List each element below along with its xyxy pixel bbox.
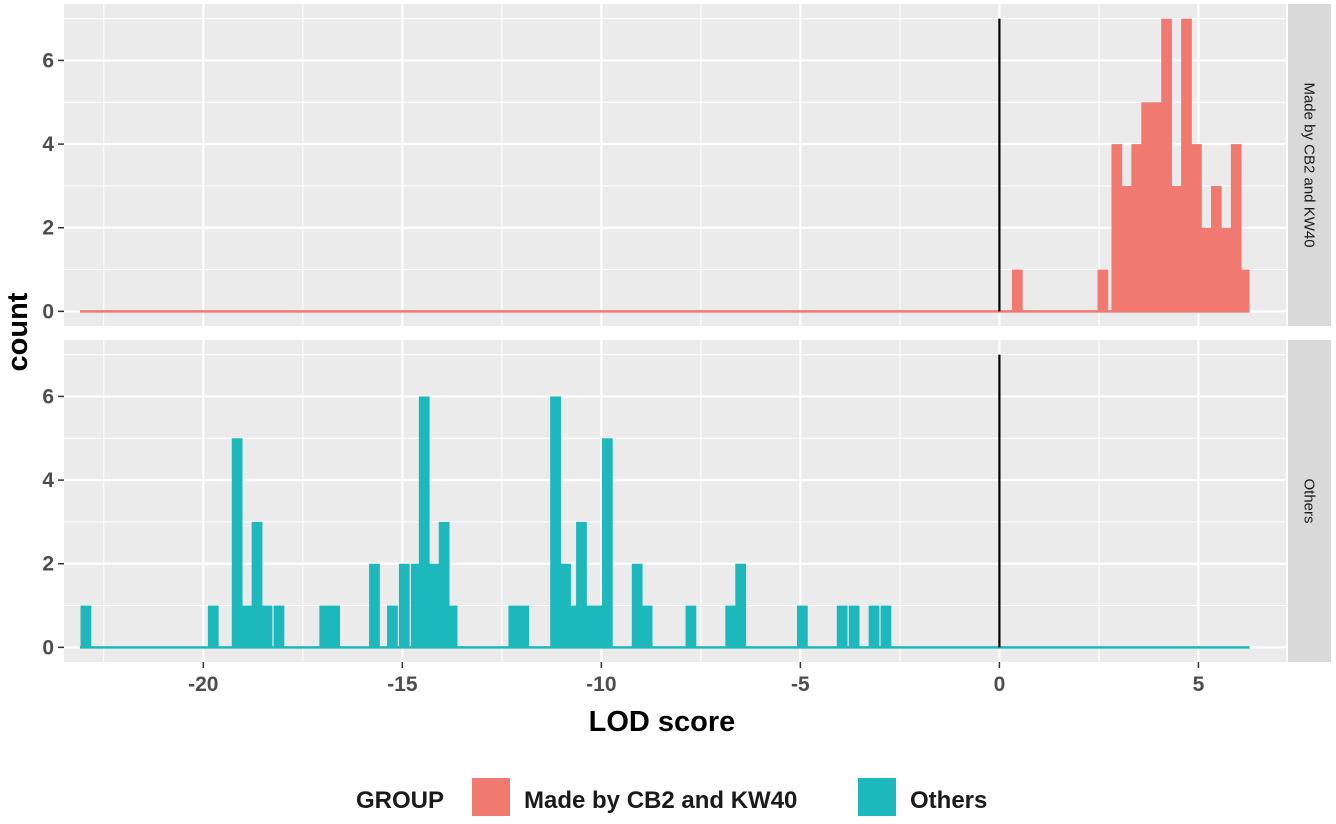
y-tick-label: 4 — [42, 469, 54, 492]
legend: GROUP Made by CB2 and KW40 Others — [356, 778, 987, 816]
panel-background — [64, 4, 1286, 326]
histogram-bar — [518, 605, 530, 648]
y-tick-label: 0 — [42, 636, 54, 659]
facet-panels — [64, 4, 1286, 662]
histogram-bar — [508, 605, 520, 648]
histogram-bar — [797, 605, 808, 648]
histogram-bar — [387, 605, 398, 648]
histogram-bar — [261, 605, 273, 648]
histogram-bar — [1220, 227, 1232, 312]
axes: 0 2 4 6 0 2 4 6 -20 -15 -10 -5 0 5 — [42, 49, 1204, 696]
histogram-bar — [601, 438, 613, 648]
x-tick-label: 5 — [1193, 673, 1205, 696]
facet-strip-label: Made by CB2 and KW40 — [1301, 82, 1318, 247]
histogram-bar — [1181, 18, 1192, 312]
x-tick-label: -20 — [188, 673, 218, 696]
histogram-bar — [725, 605, 737, 648]
histogram-bar — [1161, 18, 1172, 312]
histogram-bar — [1121, 185, 1133, 312]
y-axis-title: count — [2, 292, 34, 371]
histogram-bar — [735, 563, 747, 648]
histogram-bar — [550, 396, 561, 648]
histogram-bar — [641, 605, 653, 648]
legend-title: GROUP — [356, 787, 444, 814]
legend-key-others — [858, 778, 896, 816]
histogram-bar — [369, 563, 380, 648]
histogram-bar — [231, 438, 243, 648]
y-tick-label: 2 — [42, 553, 54, 576]
histogram-bar — [319, 605, 331, 648]
facet-panel-0 — [64, 4, 1286, 326]
histogram-bar — [80, 605, 92, 648]
legend-label-others: Others — [910, 787, 987, 814]
x-tick-label: 0 — [994, 673, 1006, 696]
x-tick-label: -15 — [387, 673, 418, 696]
histogram-bar — [329, 605, 341, 648]
legend-key-made-by-cb2-kw40 — [472, 778, 510, 816]
facet-panel-1 — [64, 340, 1286, 662]
histogram-bar — [868, 605, 880, 648]
histogram-bar — [1171, 185, 1182, 312]
histogram-bar — [418, 396, 430, 648]
histogram-bar — [241, 605, 253, 648]
y-tick-label: 6 — [42, 385, 54, 408]
histogram-bar — [1230, 144, 1242, 312]
histogram-bar — [438, 521, 450, 648]
histogram-bar — [251, 521, 263, 648]
histogram-bar — [560, 563, 571, 648]
histogram-bar — [568, 605, 579, 648]
histogram-bar — [410, 563, 422, 648]
histogram-bar — [576, 521, 587, 648]
histogram-bar — [1141, 102, 1153, 312]
histogram-bar — [836, 605, 848, 648]
x-tick-label: -10 — [586, 673, 616, 696]
y-tick-label: 0 — [42, 300, 54, 323]
histogram-bar — [848, 605, 860, 648]
facet-strip-0 — [1288, 4, 1331, 326]
histogram-bar — [1191, 144, 1202, 312]
facet-strip-1 — [1288, 340, 1331, 662]
histogram-bar — [1201, 227, 1212, 312]
legend-label-made-by-cb2-kw40: Made by CB2 and KW40 — [524, 787, 797, 814]
histogram-bar — [1210, 185, 1222, 312]
facet-strips: Made by CB2 and KW40 Others — [1288, 4, 1331, 662]
y-tick-label: 6 — [42, 49, 54, 72]
histogram-bar — [586, 605, 597, 648]
histogram-bar — [593, 605, 605, 648]
histogram-bar — [1131, 144, 1143, 312]
histogram-bar — [1111, 144, 1123, 312]
histogram-bar — [428, 563, 440, 648]
histogram-bar — [631, 563, 643, 648]
y-tick-label: 4 — [42, 133, 54, 156]
histogram-bar — [1011, 269, 1023, 312]
facet-strip-label: Others — [1301, 478, 1318, 523]
histogram-bar — [398, 563, 410, 648]
histogram-bar — [685, 605, 697, 648]
histogram-bar — [1238, 269, 1250, 312]
y-tick-label: 2 — [42, 217, 54, 240]
histogram-bar — [880, 605, 892, 648]
histogram-bar — [207, 605, 219, 648]
histogram-bar — [1097, 269, 1109, 312]
histogram-bar — [273, 605, 285, 648]
histogram-bar — [446, 605, 458, 648]
x-tick-label: -5 — [791, 673, 810, 696]
histogram-bar — [1151, 102, 1163, 312]
x-axis-title: LOD score — [589, 706, 736, 738]
